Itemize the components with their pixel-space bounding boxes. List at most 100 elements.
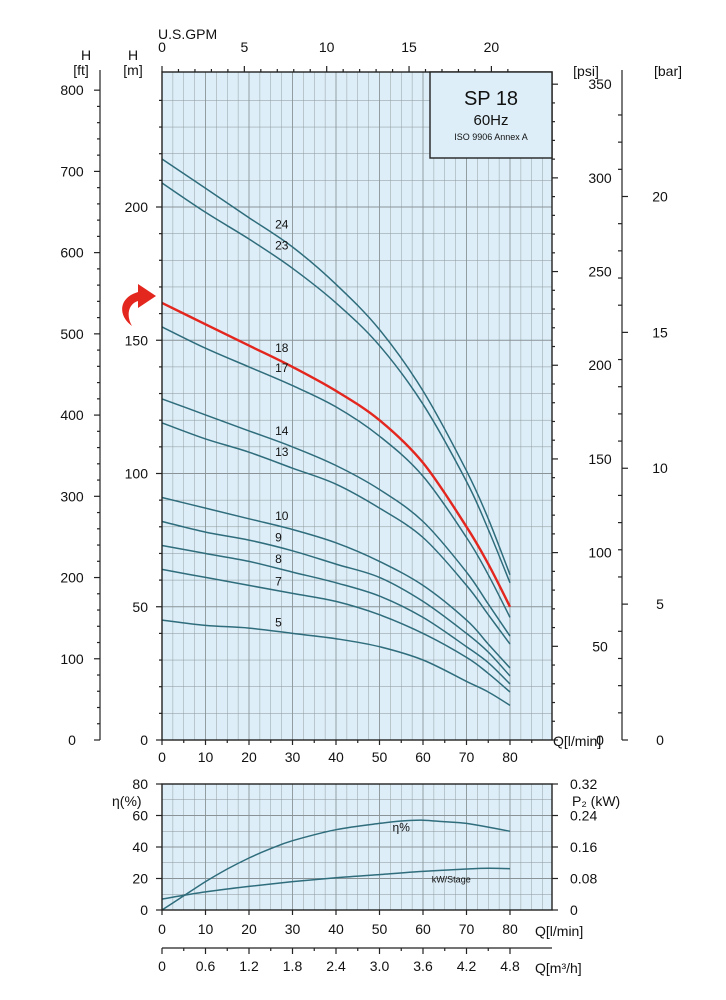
ft-tick-label: 700	[60, 163, 84, 179]
m3h-tick-label: 4.2	[457, 958, 477, 974]
psi-tick-label: 250	[588, 264, 612, 280]
m3h-tick-label: 1.2	[239, 958, 259, 974]
gpm-tick-label: 0	[158, 39, 166, 55]
curve-label-18: 18	[275, 341, 289, 355]
left-ft-axis-label-h: H	[81, 47, 91, 63]
x-tick-label: 20	[241, 749, 257, 765]
right-bar-axis-label: [bar]	[654, 63, 682, 79]
curve-stages-24	[161, 158, 511, 576]
head-chart-axes: 0 10 20 30 40 50 60 70 800 5 10 15 20050100150200010…	[60, 39, 668, 765]
psi-tick-label: 50	[592, 638, 608, 654]
left-m-axis-label-unit: [m]	[123, 62, 142, 78]
head-chart-x-axis-label: Q[l/min]	[553, 733, 601, 749]
x-tick-label: 80	[502, 749, 518, 765]
eff-tick-label: 60	[132, 808, 148, 824]
power-curve-label: kW/Stage	[432, 874, 471, 884]
x-tick-label: 60	[415, 749, 431, 765]
efficiency-chart-x-axis-label: Q[l/min]	[535, 923, 583, 939]
head-chart-grid	[161, 72, 552, 741]
x-tick-label: 50	[372, 749, 388, 765]
gpm-tick-label: 15	[401, 39, 417, 55]
bar-tick-label: 20	[652, 188, 668, 204]
head-chart-plot-area	[162, 72, 552, 740]
curve-stages-10	[161, 496, 511, 669]
ft-tick-label: 200	[60, 570, 84, 586]
m3h-tick-label: 3.0	[370, 958, 390, 974]
left-ft-axis-label-unit: [ft]	[73, 62, 89, 78]
x-tick-label: 70	[459, 921, 475, 937]
psi-tick-label: 0	[596, 732, 604, 748]
kw-tick-label: 0	[570, 902, 578, 918]
highlight-arrow-icon	[122, 284, 156, 326]
curve-label-24: 24	[275, 217, 289, 231]
curve-stages-18	[161, 301, 512, 608]
curve-label-8: 8	[275, 552, 282, 566]
head-curve-labels: 24 23 18 17 14 13 10 9 8 7 5	[275, 217, 289, 629]
m3h-tick-label: 0	[158, 958, 166, 974]
eff-tick-label: 40	[132, 839, 148, 855]
curve-efficiency	[161, 819, 511, 911]
bar-tick-label: 15	[652, 324, 668, 340]
curve-label-14: 14	[275, 424, 289, 438]
curve-stages-8	[161, 544, 511, 685]
efficiency-curve-label: η%	[393, 820, 411, 834]
x-tick-label: 40	[328, 749, 344, 765]
m-tick-label: 200	[125, 199, 149, 215]
power-axis-label: P₂ (kW)	[572, 793, 620, 809]
curve-label-17: 17	[275, 361, 289, 375]
x-tick-label: 30	[285, 921, 301, 937]
efficiency-axis-label: η(%)	[112, 793, 142, 809]
curve-power-per-stage	[161, 867, 511, 900]
chart-standard-note: ISO 9906 Annex A	[454, 132, 528, 142]
efficiency-chart-axes: 0 20 40 60 80 0 0.08 0.16 0.24 0.32 0 10 20 30 40 50 60 7…	[132, 776, 597, 974]
curve-stages-7	[161, 568, 511, 693]
head-chart-frame	[161, 71, 553, 741]
kw-tick-label: 0.32	[570, 776, 597, 792]
head-curves	[161, 158, 512, 707]
chart-title-box: SP 18 60Hz ISO 9906 Annex A	[429, 71, 553, 159]
m-tick-label: 50	[132, 599, 148, 615]
gpm-tick-label: 10	[319, 39, 335, 55]
curve-label-9: 9	[275, 530, 282, 544]
psi-tick-label: 200	[588, 357, 612, 373]
x-tick-label: 80	[502, 921, 518, 937]
kw-tick-label: 0.16	[570, 839, 597, 855]
curve-stages-23	[161, 182, 511, 584]
m-tick-label: 100	[125, 466, 149, 482]
curve-label-23: 23	[275, 239, 289, 253]
m-tick-label: 150	[125, 332, 149, 348]
chart-subtitle: 60Hz	[473, 112, 508, 129]
kw-tick-label: 0.24	[570, 808, 597, 824]
x-tick-label: 10	[198, 749, 214, 765]
curve-label-5: 5	[275, 616, 282, 630]
m3h-tick-label: 2.4	[326, 958, 346, 974]
x-tick-label: 0	[158, 749, 166, 765]
curve-label-13: 13	[275, 445, 289, 459]
x-tick-label: 50	[372, 921, 388, 937]
x-tick-label: 40	[328, 921, 344, 937]
eff-tick-label: 0	[140, 902, 148, 918]
gpm-tick-label: 20	[484, 39, 500, 55]
ft-tick-label: 0	[68, 732, 76, 748]
chart-title: SP 18	[464, 88, 518, 110]
x-tick-label: 10	[198, 921, 214, 937]
m3h-tick-label: 0.6	[196, 958, 216, 974]
psi-tick-label: 150	[588, 451, 612, 467]
curve-stages-5	[161, 619, 511, 707]
x-tick-label: 60	[415, 921, 431, 937]
curve-stages-17	[161, 326, 511, 618]
ft-tick-label: 800	[60, 82, 84, 98]
efficiency-curves	[161, 819, 511, 911]
x-tick-label: 30	[285, 749, 301, 765]
bar-tick-label: 0	[656, 732, 664, 748]
x-tick-label: 70	[459, 749, 475, 765]
left-m-axis-label-h: H	[128, 47, 138, 63]
curve-label-10: 10	[275, 509, 289, 523]
m-tick-label: 0	[140, 732, 148, 748]
curve-stages-9	[161, 520, 511, 677]
eff-tick-label: 80	[132, 776, 148, 792]
ft-tick-label: 100	[60, 651, 84, 667]
eff-tick-label: 20	[132, 871, 148, 887]
bar-tick-label: 10	[652, 460, 668, 476]
ft-tick-label: 600	[60, 245, 84, 261]
